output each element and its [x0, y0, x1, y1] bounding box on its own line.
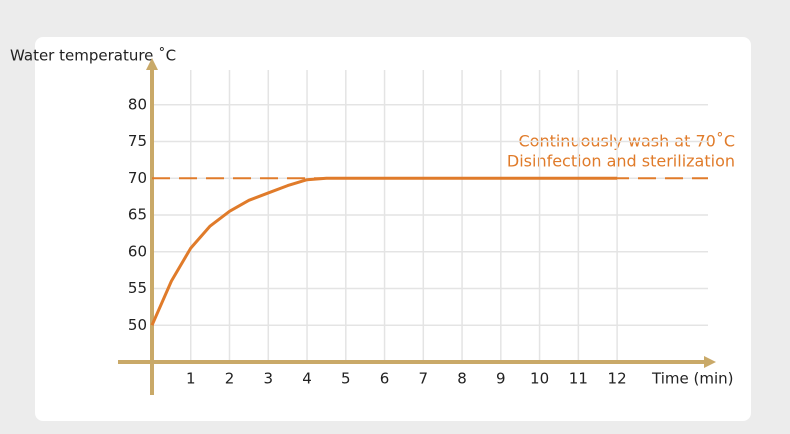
card — [35, 37, 751, 421]
y-axis-arrow — [146, 58, 158, 70]
x-tick-label: 4 — [302, 370, 312, 388]
x-tick-label: 7 — [419, 370, 429, 388]
x-tick-label: 6 — [380, 370, 390, 388]
y-tick-label: 55 — [128, 279, 147, 297]
y-tick-label: 70 — [128, 169, 147, 187]
y-tick-label: 80 — [128, 95, 147, 113]
y-tick-label: 75 — [128, 132, 147, 150]
y-tick-label: 65 — [128, 206, 147, 224]
x-tick-label: 3 — [264, 370, 274, 388]
y-tick-label: 60 — [128, 242, 147, 260]
x-tick-label: 5 — [341, 370, 351, 388]
x-axis-label: Time (min) — [651, 370, 733, 388]
x-tick-label: 9 — [496, 370, 506, 388]
annotation: Disinfection and sterilization — [507, 152, 735, 171]
x-tick-label: 8 — [457, 370, 467, 388]
y-axis-label: Water temperature ˚C — [10, 47, 176, 65]
data-line — [150, 176, 618, 326]
x-axis-arrow — [704, 356, 716, 368]
x-tick-label: 12 — [608, 370, 627, 388]
y-tick-label: 50 — [128, 316, 147, 334]
x-tick-label: 10 — [530, 370, 549, 388]
x-tick-label: 2 — [225, 370, 235, 388]
x-tick-label: 11 — [569, 370, 588, 388]
x-tick-label: 1 — [186, 370, 196, 388]
